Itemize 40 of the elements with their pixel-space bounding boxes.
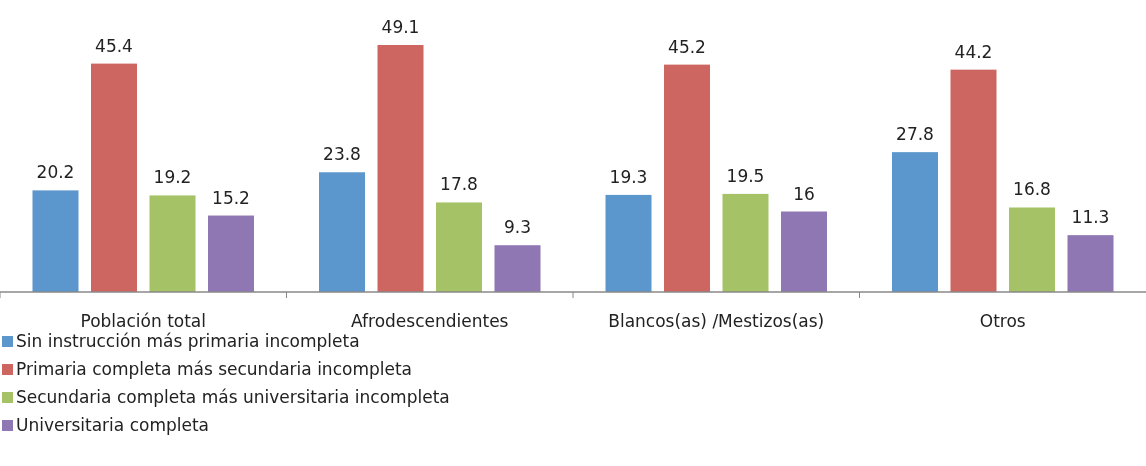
data-label: 16 [793, 183, 815, 204]
bar [91, 63, 137, 292]
data-label: 17.8 [440, 174, 478, 195]
data-label: 19.2 [153, 167, 192, 188]
x-tick-label: Otros [979, 311, 1026, 331]
data-label: 44.2 [954, 41, 993, 62]
x-tick-label: Blancos(as) /Mestizos(as) [608, 311, 825, 331]
legend-label: Universitaria completa [16, 415, 210, 435]
data-label: 11.3 [1071, 207, 1110, 228]
data-label: 19.5 [726, 165, 765, 186]
bar [1067, 235, 1114, 292]
data-label: 45.2 [668, 36, 706, 57]
data-label: 15.2 [212, 187, 250, 208]
data-label: 27.8 [896, 124, 934, 145]
legend-label: Primaria completa más secundaria incompleta [16, 359, 412, 379]
bar [781, 211, 827, 292]
legend-label: Secundaria completa más universitaria incompleta [16, 387, 450, 407]
bar [319, 172, 365, 292]
bar [208, 215, 254, 292]
legend-label: Sin instrucción más primaria incompleta [16, 331, 360, 351]
data-label: 9.3 [503, 217, 532, 238]
x-tick-label: Afrodescendientes [351, 311, 509, 331]
bar [436, 202, 482, 292]
bar [1009, 207, 1055, 292]
x-tick-label: Población total [80, 311, 206, 331]
data-label: 49.1 [381, 17, 420, 37]
data-label: 16.8 [1013, 179, 1051, 200]
data-label: 20.2 [36, 162, 75, 183]
data-label: 19.3 [609, 166, 648, 187]
data-label: 23.8 [323, 144, 361, 165]
bar [950, 69, 997, 292]
bar [722, 193, 769, 292]
data-label: 45.4 [95, 35, 133, 56]
bar [605, 194, 652, 292]
bar [32, 190, 79, 292]
bar [377, 45, 424, 292]
bar [149, 195, 196, 292]
bar [494, 245, 541, 292]
bar [664, 64, 710, 292]
bar [892, 152, 938, 292]
